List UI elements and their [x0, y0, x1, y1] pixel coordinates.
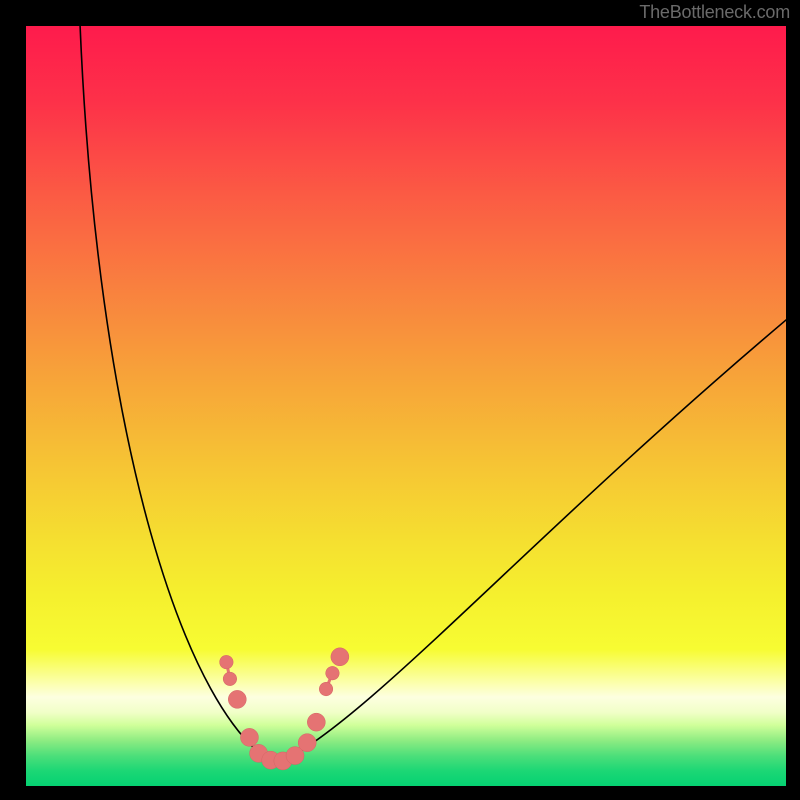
watermark-text: TheBottleneck.com	[639, 2, 790, 23]
frame-right	[786, 0, 800, 800]
plot-area	[26, 26, 786, 786]
bottleneck-curve	[79, 26, 786, 765]
curves-layer	[26, 26, 786, 786]
frame-bottom	[0, 786, 800, 800]
frame-left	[0, 0, 26, 800]
data-markers	[218, 648, 349, 770]
